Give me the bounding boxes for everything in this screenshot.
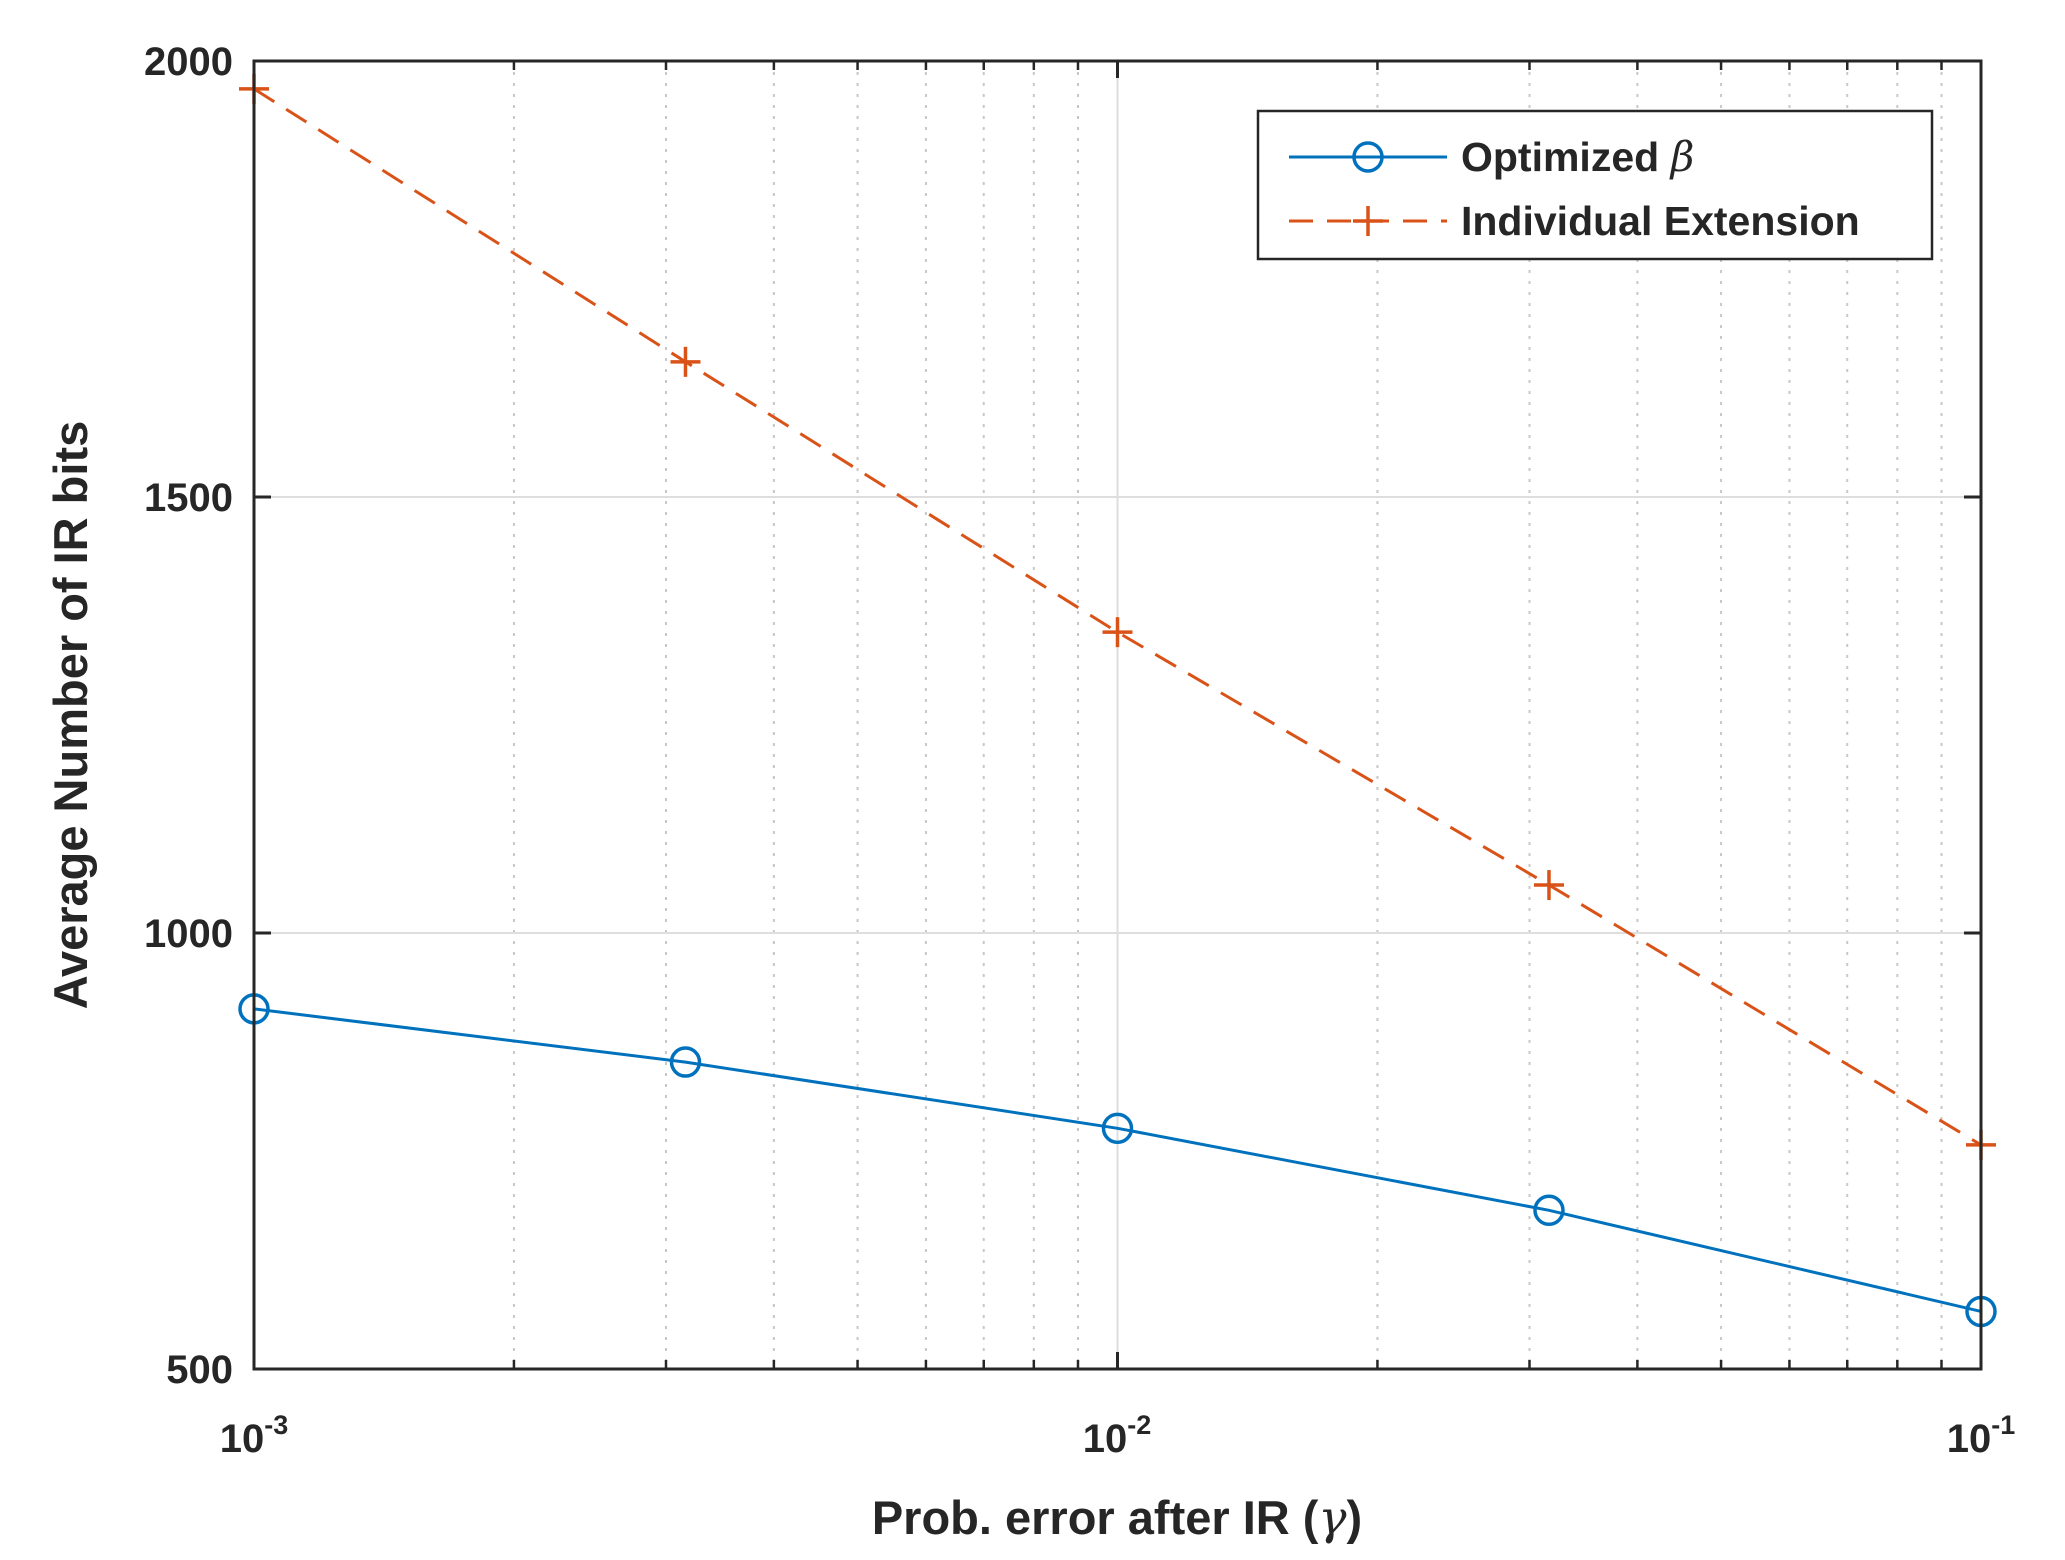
series-line-1 [253, 87, 1982, 1147]
data-point-plus [1102, 617, 1133, 648]
y-tick-label: 1000 [144, 912, 233, 956]
data-point-circle [1533, 1194, 1565, 1227]
x-tick-labels: 10-3 10-2 10-1 [220, 1410, 2016, 1461]
y-tick-label: 2000 [144, 40, 233, 84]
legend-box [1256, 109, 1934, 261]
y-tick-label: 1500 [144, 476, 233, 520]
legend-label-optimized: Optimized β [1461, 133, 1694, 181]
y-tick-labels: 500 1000 1500 2000 [144, 40, 233, 1392]
legend-marker-plus [1353, 206, 1383, 236]
legend-marker-circle [1352, 141, 1384, 173]
minor-grid [512, 61, 1943, 1369]
legend-label-individual: Individual Extension [1461, 198, 1860, 244]
axis-ticks [252, 59, 1983, 1371]
x-tick-label: 10-1 [1947, 1410, 2016, 1461]
data-point-plus [1533, 870, 1564, 901]
legend: Optimized β Individual Extension [1256, 109, 1934, 261]
series-layer [238, 73, 1997, 1328]
data-point-circle [669, 1046, 702, 1078]
data-point-plus [670, 346, 701, 377]
x-tick-label: 10-2 [1083, 1410, 1152, 1461]
x-tick-label: 10-3 [220, 1410, 289, 1461]
y-tick-label: 500 [166, 1348, 233, 1392]
y-axis-title: Average Number of IR bits [44, 421, 97, 1010]
x-axis-title: Prob. error after IR (γ) [872, 1491, 1362, 1546]
data-point-circle [1101, 1112, 1134, 1145]
series-line-0 [253, 1007, 1982, 1313]
